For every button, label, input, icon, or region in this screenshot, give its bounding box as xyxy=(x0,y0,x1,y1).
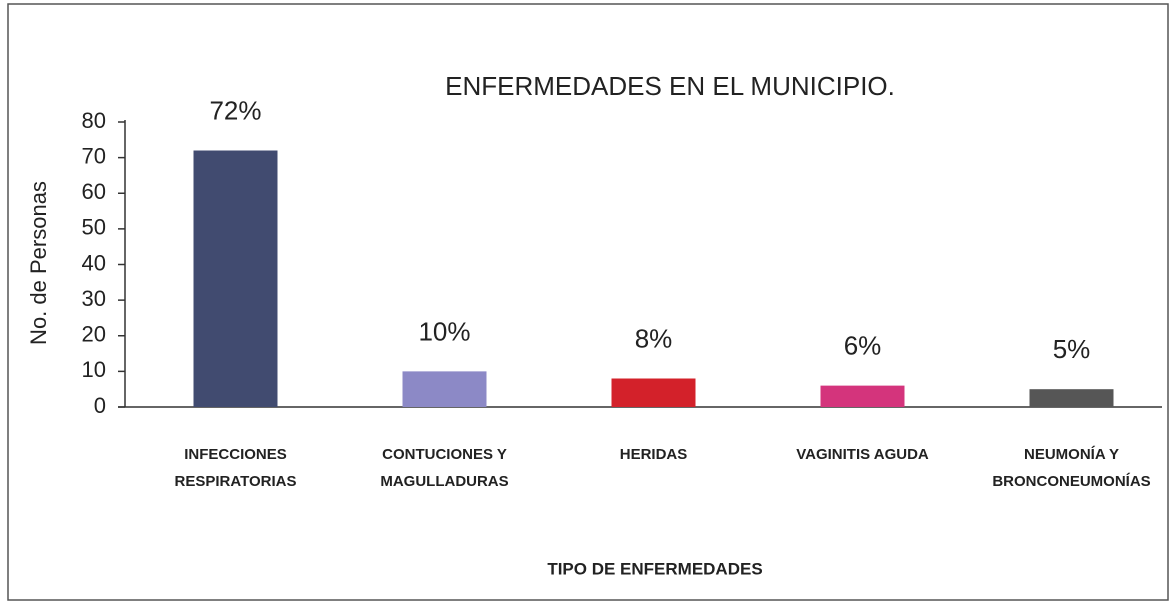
y-tick-label: 20 xyxy=(82,322,106,347)
bar xyxy=(402,371,487,407)
x-tick-label-line: MAGULLADURAS xyxy=(380,473,508,490)
data-label: 5% xyxy=(1053,334,1091,364)
x-tick-label: HERIDAS xyxy=(620,446,688,463)
x-tick-label-line: HERIDAS xyxy=(620,446,688,463)
bar xyxy=(611,378,696,407)
y-tick-label: 60 xyxy=(82,179,106,204)
bar xyxy=(820,385,905,407)
data-label: 6% xyxy=(844,331,882,361)
chart-title: ENFERMEDADES EN EL MUNICIPIO. xyxy=(445,71,895,101)
y-tick-label: 10 xyxy=(82,357,106,382)
x-tick-label: CONTUCIONES Y MAGULLADURAS xyxy=(380,446,508,490)
y-tick-label: 0 xyxy=(94,393,106,418)
data-label: 8% xyxy=(635,323,673,353)
y-tick-label: 80 xyxy=(82,108,106,133)
data-label: 10% xyxy=(418,316,470,346)
x-tick-label: INFECCIONES RESPIRATORIAS xyxy=(175,446,297,490)
x-tick-label: VAGINITIS AGUDA xyxy=(796,446,929,463)
frame xyxy=(7,3,1169,601)
y-tick-label: 40 xyxy=(82,250,106,275)
x-tick-label-line: BRONCONEUMONÍAS xyxy=(992,473,1150,490)
y-tick-label: 30 xyxy=(82,286,106,311)
x-tick-label: NEUMONÍA Y BRONCONEUMONÍAS xyxy=(992,446,1150,490)
x-axis-title: TIPO DE ENFERMEDADES xyxy=(547,559,762,578)
bar xyxy=(193,150,278,407)
y-tick-label: 70 xyxy=(82,143,106,168)
y-axis-title: No. de Personas xyxy=(26,181,51,345)
x-tick-label-line: CONTUCIONES Y xyxy=(382,446,507,463)
y-tick-label: 50 xyxy=(82,215,106,240)
data-label: 72% xyxy=(209,95,261,125)
x-tick-label-line: INFECCIONES xyxy=(184,446,287,463)
x-tick-label-line: NEUMONÍA Y xyxy=(1024,446,1119,463)
x-tick-label-line: RESPIRATORIAS xyxy=(175,473,297,490)
x-tick-label-line: VAGINITIS AGUDA xyxy=(796,446,929,463)
bar xyxy=(1029,389,1114,407)
